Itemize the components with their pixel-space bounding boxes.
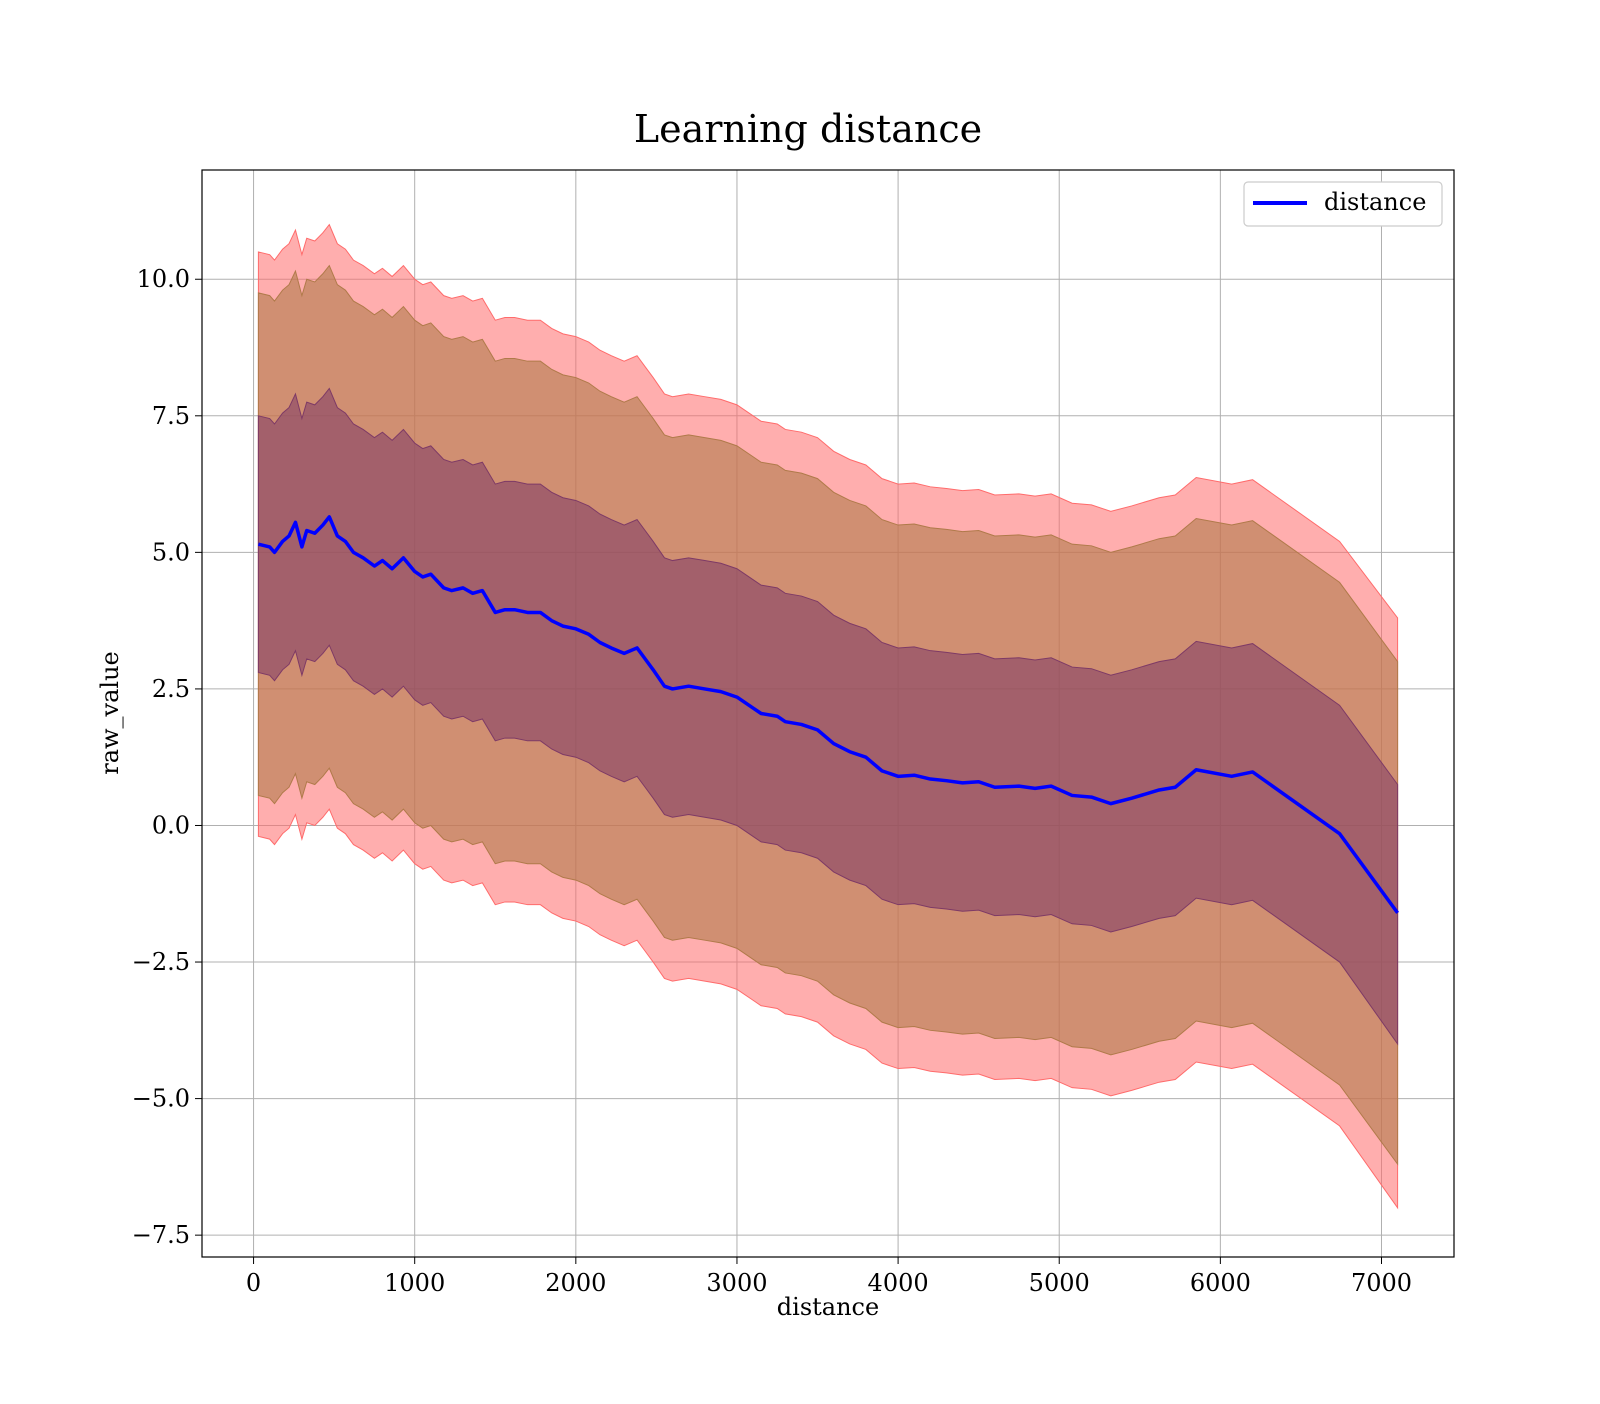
plot-frame	[201, 169, 1455, 1258]
x-tick-label: 3000	[706, 1269, 767, 1297]
x-tick-label: 5000	[1029, 1269, 1090, 1297]
y-tick-label: 5.0	[152, 538, 190, 566]
y-tick-label: 0.0	[152, 811, 190, 839]
x-tick-label: 1000	[384, 1269, 445, 1297]
x-tick-label: 0	[246, 1269, 261, 1297]
x-tick-label: 6000	[1190, 1269, 1251, 1297]
y-tick-label: −2.5	[132, 948, 190, 976]
legend-label-distance: distance	[1324, 188, 1426, 216]
y-axis-ticks: −7.5 −5.0 −2.5 0.0 2.5 5.0 7.5 10.0	[132, 265, 202, 1249]
confidence-bands	[257, 223, 1399, 1210]
y-tick-label: 2.5	[152, 675, 190, 703]
series-line-distance	[257, 515, 1400, 914]
x-tick-label: 2000	[545, 1269, 606, 1297]
y-tick-label: −5.0	[132, 1085, 190, 1113]
legend: distance	[1243, 181, 1443, 227]
x-axis-label: distance	[777, 1293, 879, 1321]
x-tick-label: 4000	[868, 1269, 929, 1297]
y-tick-label: 7.5	[152, 402, 190, 430]
y-axis-label: raw_value	[96, 651, 124, 775]
chart-title: Learning distance	[634, 107, 982, 151]
y-tick-label: −7.5	[132, 1221, 190, 1249]
series-lines	[257, 515, 1400, 914]
x-axis-ticks: 0 1000 2000 3000 4000 5000 6000 7000	[246, 1257, 1412, 1297]
y-tick-label: 10.0	[137, 265, 190, 293]
band-inner	[257, 387, 1399, 1046]
legend-box	[1243, 181, 1443, 227]
x-tick-label: 7000	[1351, 1269, 1412, 1297]
